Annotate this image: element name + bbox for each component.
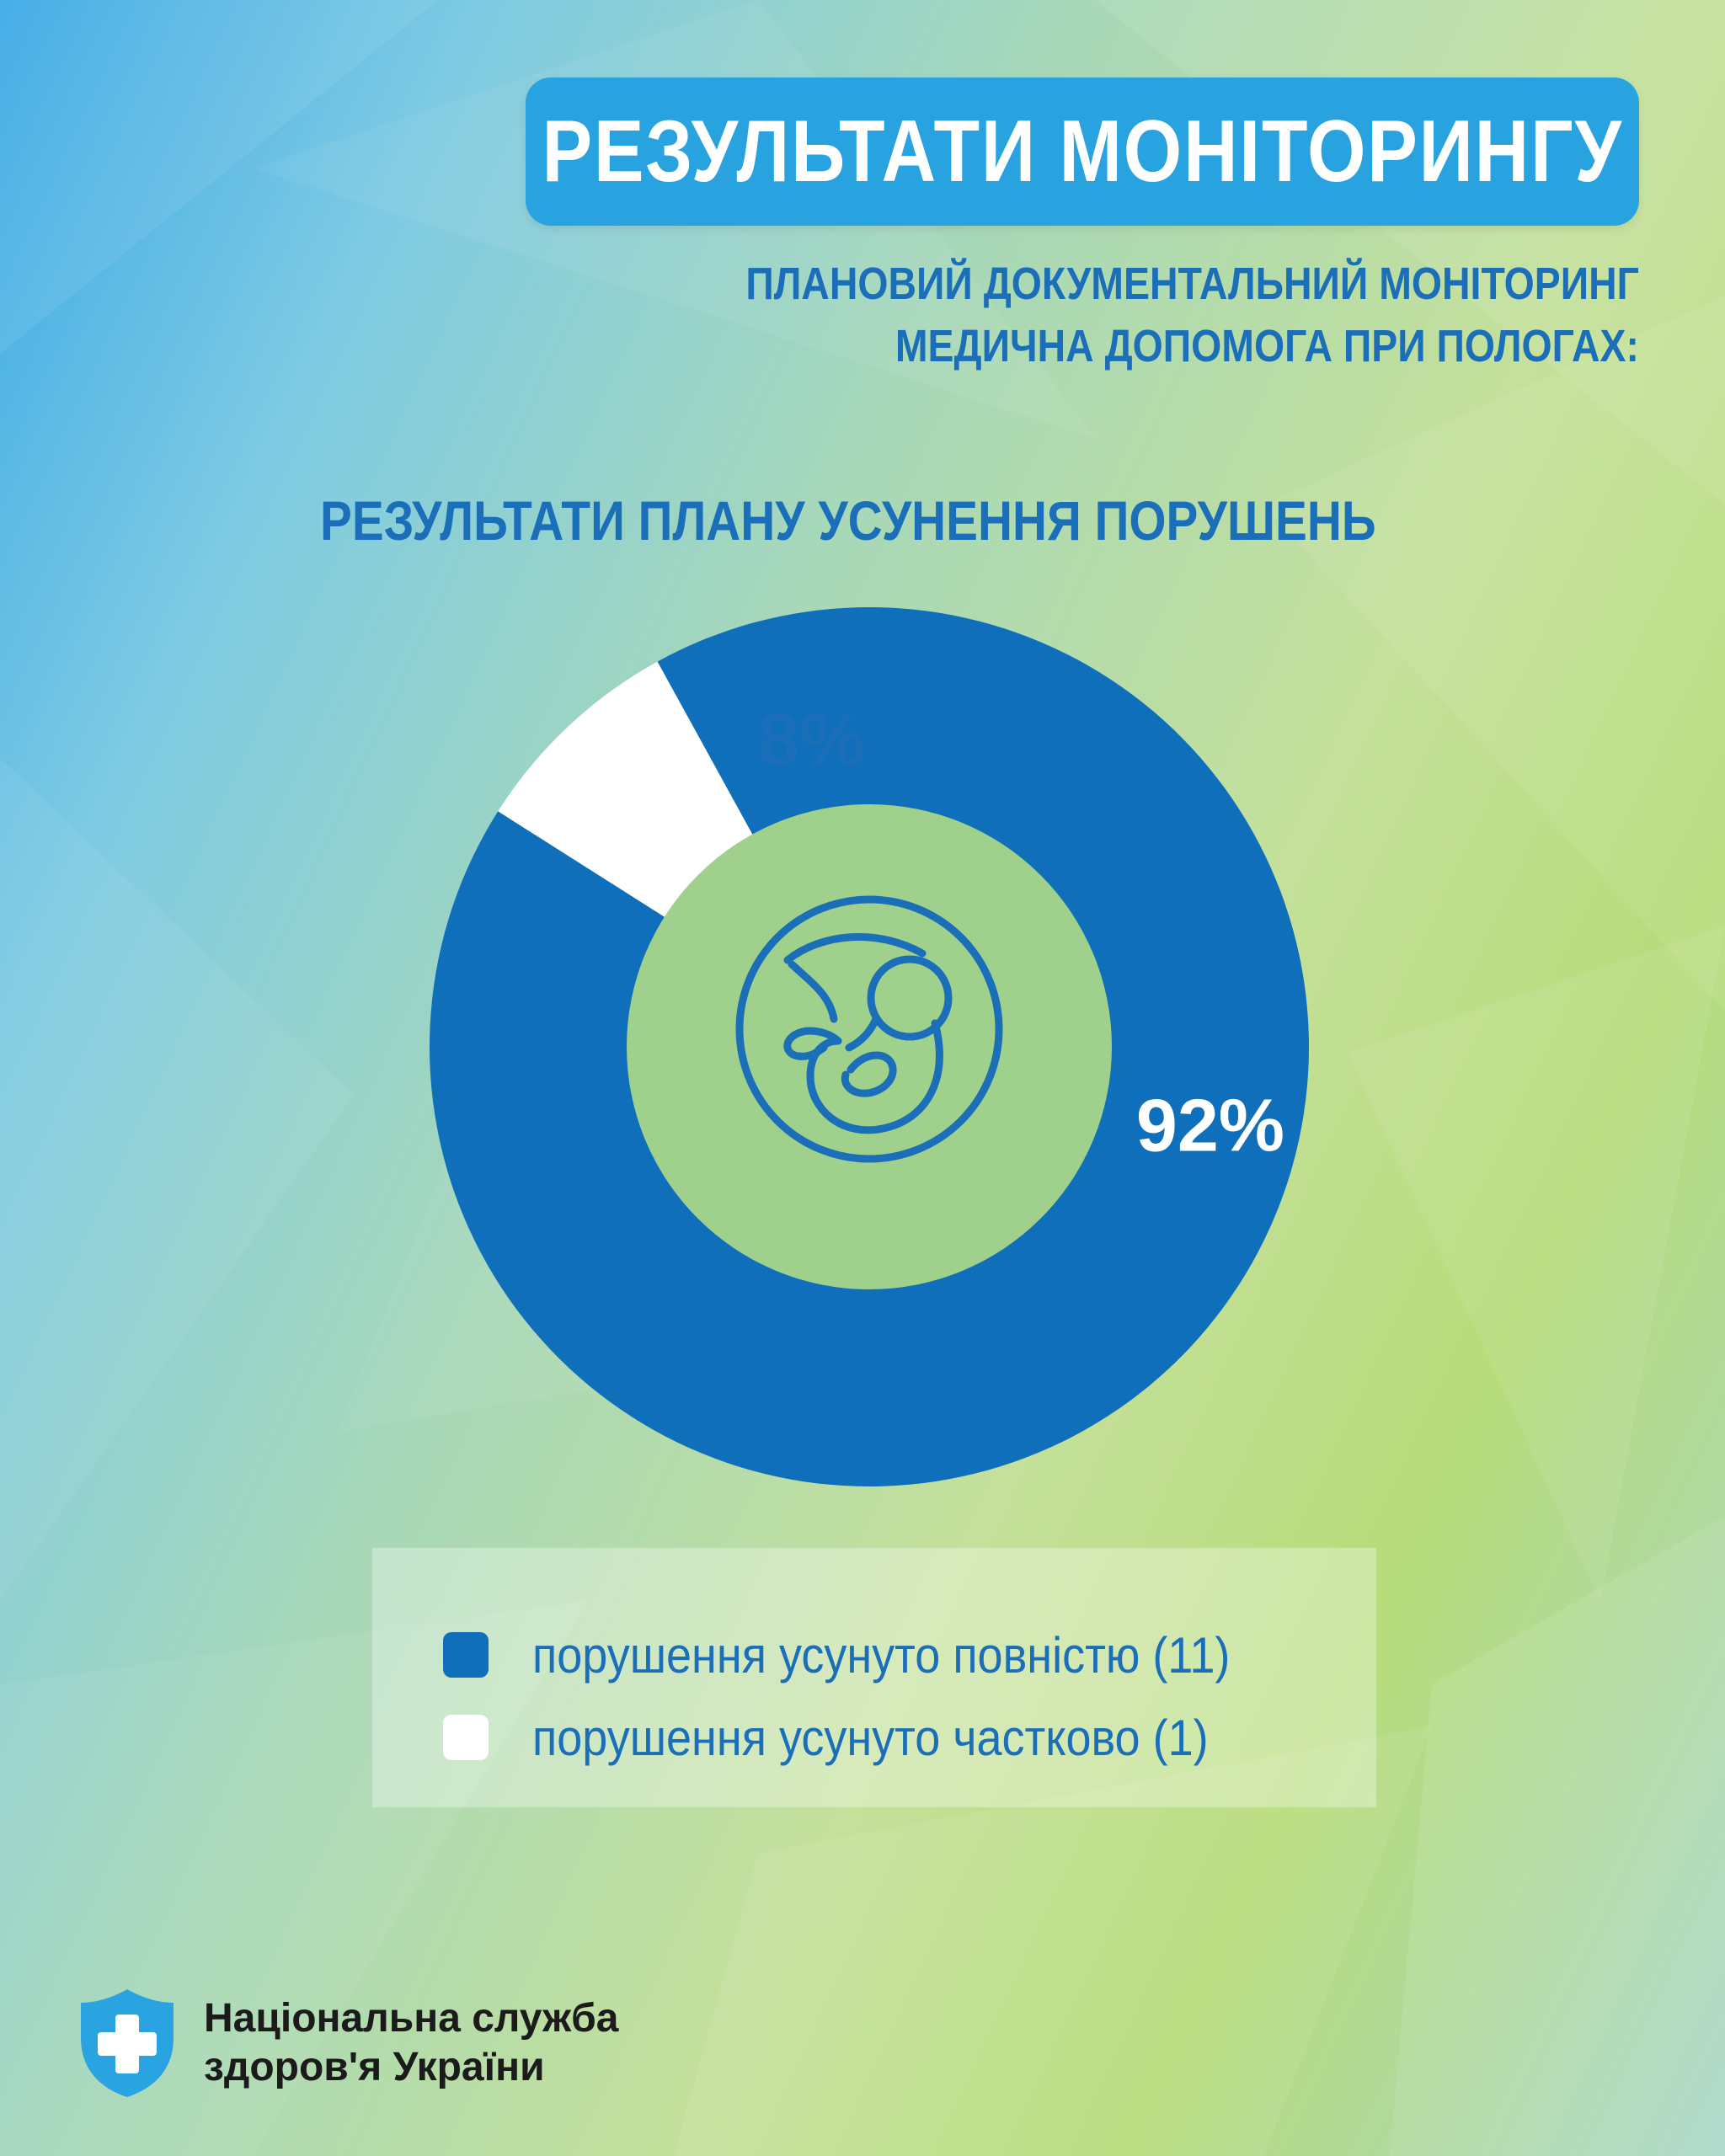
donut-hole [627, 804, 1112, 1289]
legend-swatch-partial [443, 1715, 489, 1760]
legend-label-partial: порушення усунуто частково (1) [532, 1709, 1209, 1766]
chart-title: РЕЗУЛЬТАТИ ПЛАНУ УСУНЕННЯ ПОРУШЕНЬ [320, 489, 1376, 552]
shield-cross-icon [81, 1989, 174, 2097]
legend-label-full: порушення усунуто повністю (11) [532, 1626, 1231, 1684]
org-name-line-2: здоров'я України [204, 2045, 545, 2089]
legend-swatch-full [443, 1632, 489, 1678]
data-label-slice-partial: 8% [758, 698, 865, 782]
legend-item-full: порушення усунуто повністю (11) [443, 1625, 1307, 1684]
subtitle-line-2: МЕДИЧНА ДОПОМОГА ПРИ ПОЛОГАХ: [895, 321, 1639, 371]
footer-logo: Національна служба здоров'я України [77, 1986, 618, 2100]
data-label-slice-full: 92% [1136, 1083, 1284, 1166]
org-name-line-1: Національна служба [204, 1996, 619, 2041]
subtitle-line-1: ПЛАНОВИЙ ДОКУМЕНТАЛЬНИЙ МОНІТОРИНГ [745, 259, 1639, 309]
org-name: Національна служба здоров'я України [204, 1994, 618, 2092]
chart-legend: порушення усунуто повністю (11) порушенн… [372, 1548, 1376, 1807]
page-title: РЕЗУЛЬТАТИ МОНІТОРИНГУ [542, 102, 1623, 200]
subtitle: ПЛАНОВИЙ ДОКУМЕНТАЛЬНИЙ МОНІТОРИНГ МЕДИЧ… [376, 253, 1639, 377]
title-banner: РЕЗУЛЬТАТИ МОНІТОРИНГУ [526, 77, 1639, 226]
legend-item-partial: порушення усунуто частково (1) [443, 1708, 1284, 1767]
fetus-icon [735, 895, 1003, 1163]
